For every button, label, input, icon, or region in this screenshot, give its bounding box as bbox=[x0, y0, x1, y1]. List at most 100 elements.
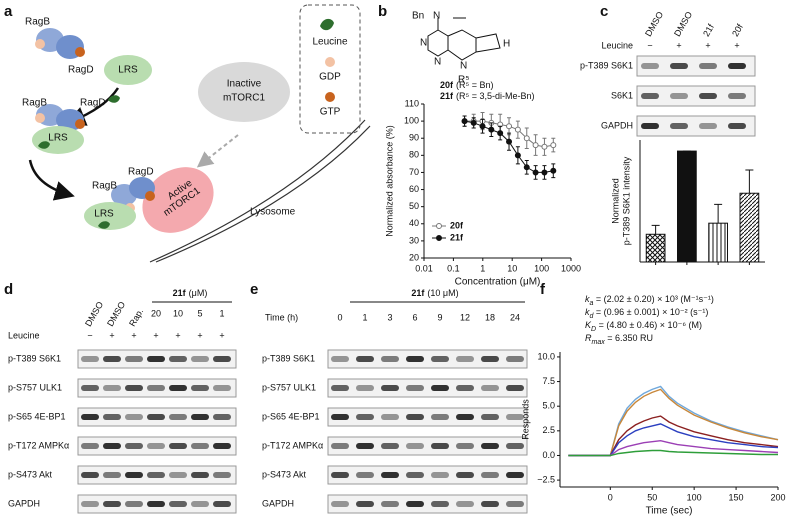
treatment-label: 21f (μM) bbox=[173, 288, 208, 298]
lane-label: DMSO bbox=[105, 300, 127, 328]
blot-band bbox=[191, 472, 209, 478]
annotation: ka = (2.02 ± 0.20) × 10³ (M⁻¹s⁻¹) bbox=[585, 294, 714, 306]
blot-frame bbox=[327, 494, 528, 514]
y-axis-label: p-T389 S6K1 intensity bbox=[621, 156, 631, 245]
chemical-structure bbox=[427, 17, 501, 61]
blot-band bbox=[81, 443, 99, 449]
blot-band bbox=[81, 472, 99, 478]
y-tick-label: 10.0 bbox=[537, 351, 555, 361]
panel-a-diagram: RagB RagD LRS RagB RagD LRS Inactive mTO… bbox=[22, 4, 371, 263]
blot-band bbox=[331, 356, 349, 362]
blot-band bbox=[356, 414, 374, 420]
blot-band bbox=[147, 472, 165, 478]
blot-band bbox=[506, 385, 524, 391]
y-tick-label: 110 bbox=[405, 98, 419, 108]
blot-band bbox=[147, 443, 165, 449]
y-tick-label: 2.5 bbox=[542, 425, 555, 435]
panel-label: e bbox=[250, 281, 258, 298]
blot-band bbox=[456, 501, 474, 507]
lane-label: DMSO bbox=[643, 10, 665, 38]
blot-band bbox=[406, 356, 424, 362]
marker bbox=[488, 126, 495, 133]
blot-band bbox=[506, 501, 524, 507]
leucine-sign: + bbox=[219, 330, 224, 340]
blot-band bbox=[103, 356, 121, 362]
label: LRS bbox=[48, 133, 68, 144]
blot-band bbox=[431, 472, 449, 478]
blot-row-label: S6K1 bbox=[611, 90, 633, 100]
series-line bbox=[568, 423, 779, 457]
marker bbox=[514, 126, 521, 133]
time-label: Time (h) bbox=[265, 312, 298, 322]
label: LRS bbox=[94, 209, 114, 220]
blot-band bbox=[81, 414, 99, 420]
blot-band bbox=[147, 414, 165, 420]
y-tick-label: 90 bbox=[409, 133, 419, 143]
leucine-sign: + bbox=[734, 40, 739, 50]
blot-band bbox=[191, 501, 209, 507]
blot-band bbox=[191, 385, 209, 391]
leucine-sign: + bbox=[109, 330, 114, 340]
blot-row-label: p-S65 4E-BP1 bbox=[262, 411, 320, 421]
x-tick-label: 50 bbox=[647, 492, 657, 502]
atom-label: N bbox=[433, 11, 440, 22]
x-tick-label: 150 bbox=[729, 492, 744, 502]
marker bbox=[550, 167, 557, 174]
blot-row-label: p-S473 Akt bbox=[8, 469, 53, 479]
time: 1 bbox=[362, 312, 367, 322]
atom-label: Bn bbox=[412, 11, 424, 22]
blot-band bbox=[147, 356, 165, 362]
blot-band bbox=[103, 414, 121, 420]
lane-label: Rap. bbox=[127, 307, 145, 328]
leucine-label: Leucine bbox=[8, 330, 40, 340]
blot-frame bbox=[327, 407, 528, 427]
dose: 1 bbox=[219, 308, 224, 318]
blot-frame bbox=[636, 55, 756, 77]
blot-band bbox=[699, 93, 717, 99]
subscript: d bbox=[590, 313, 595, 320]
blot-row-label: p-T389 S6K1 bbox=[262, 353, 315, 363]
blot-band bbox=[103, 501, 121, 507]
x-tick-label: 0.01 bbox=[415, 263, 433, 273]
x-axis-label: Time (sec) bbox=[646, 506, 693, 517]
marker bbox=[532, 142, 539, 149]
time: 18 bbox=[485, 312, 495, 322]
label: Inactive bbox=[227, 79, 262, 90]
x-axis-label: Concentration (μM) bbox=[455, 277, 541, 288]
bar bbox=[645, 233, 666, 263]
blot-frame bbox=[636, 115, 756, 137]
compound-name: 21f bbox=[440, 91, 454, 101]
blot-band bbox=[456, 443, 474, 449]
blot-band bbox=[356, 501, 374, 507]
bar bbox=[677, 150, 697, 263]
marker bbox=[532, 169, 539, 176]
annotation-text: = (2.02 ± 0.20) × 10³ (M⁻¹s⁻¹) bbox=[593, 294, 713, 304]
blot-band bbox=[169, 356, 187, 362]
x-tick-label: 0.1 bbox=[447, 263, 460, 273]
annotation-text: = (0.96 ± 0.001) × 10⁻² (s⁻¹) bbox=[593, 307, 708, 317]
marker bbox=[523, 135, 530, 142]
blot-band bbox=[356, 356, 374, 362]
time: 12 bbox=[460, 312, 470, 322]
compound-caption: 21f (R⁵ = 3,5-di-Me-Bn) bbox=[440, 91, 535, 101]
blot-band bbox=[331, 472, 349, 478]
blot-row-label: p-S65 4E-BP1 bbox=[8, 411, 66, 421]
blot-band bbox=[81, 356, 99, 362]
blot-band bbox=[147, 501, 165, 507]
blot-band bbox=[481, 385, 499, 391]
blot-band bbox=[125, 443, 143, 449]
error-bar bbox=[714, 203, 723, 224]
x-tick-label: 0 bbox=[608, 492, 613, 502]
y-tick-label: 20 bbox=[409, 252, 419, 262]
blot-band bbox=[191, 443, 209, 449]
blot-band bbox=[506, 356, 524, 362]
blot-band bbox=[169, 501, 187, 507]
blot-band bbox=[641, 93, 659, 99]
series-line bbox=[568, 439, 779, 457]
time: 9 bbox=[437, 312, 442, 322]
blot-band bbox=[481, 414, 499, 420]
blot-band bbox=[213, 501, 231, 507]
treatment-label: 21f (10 μM) bbox=[411, 288, 458, 298]
marker bbox=[523, 164, 530, 171]
marker bbox=[514, 152, 521, 159]
